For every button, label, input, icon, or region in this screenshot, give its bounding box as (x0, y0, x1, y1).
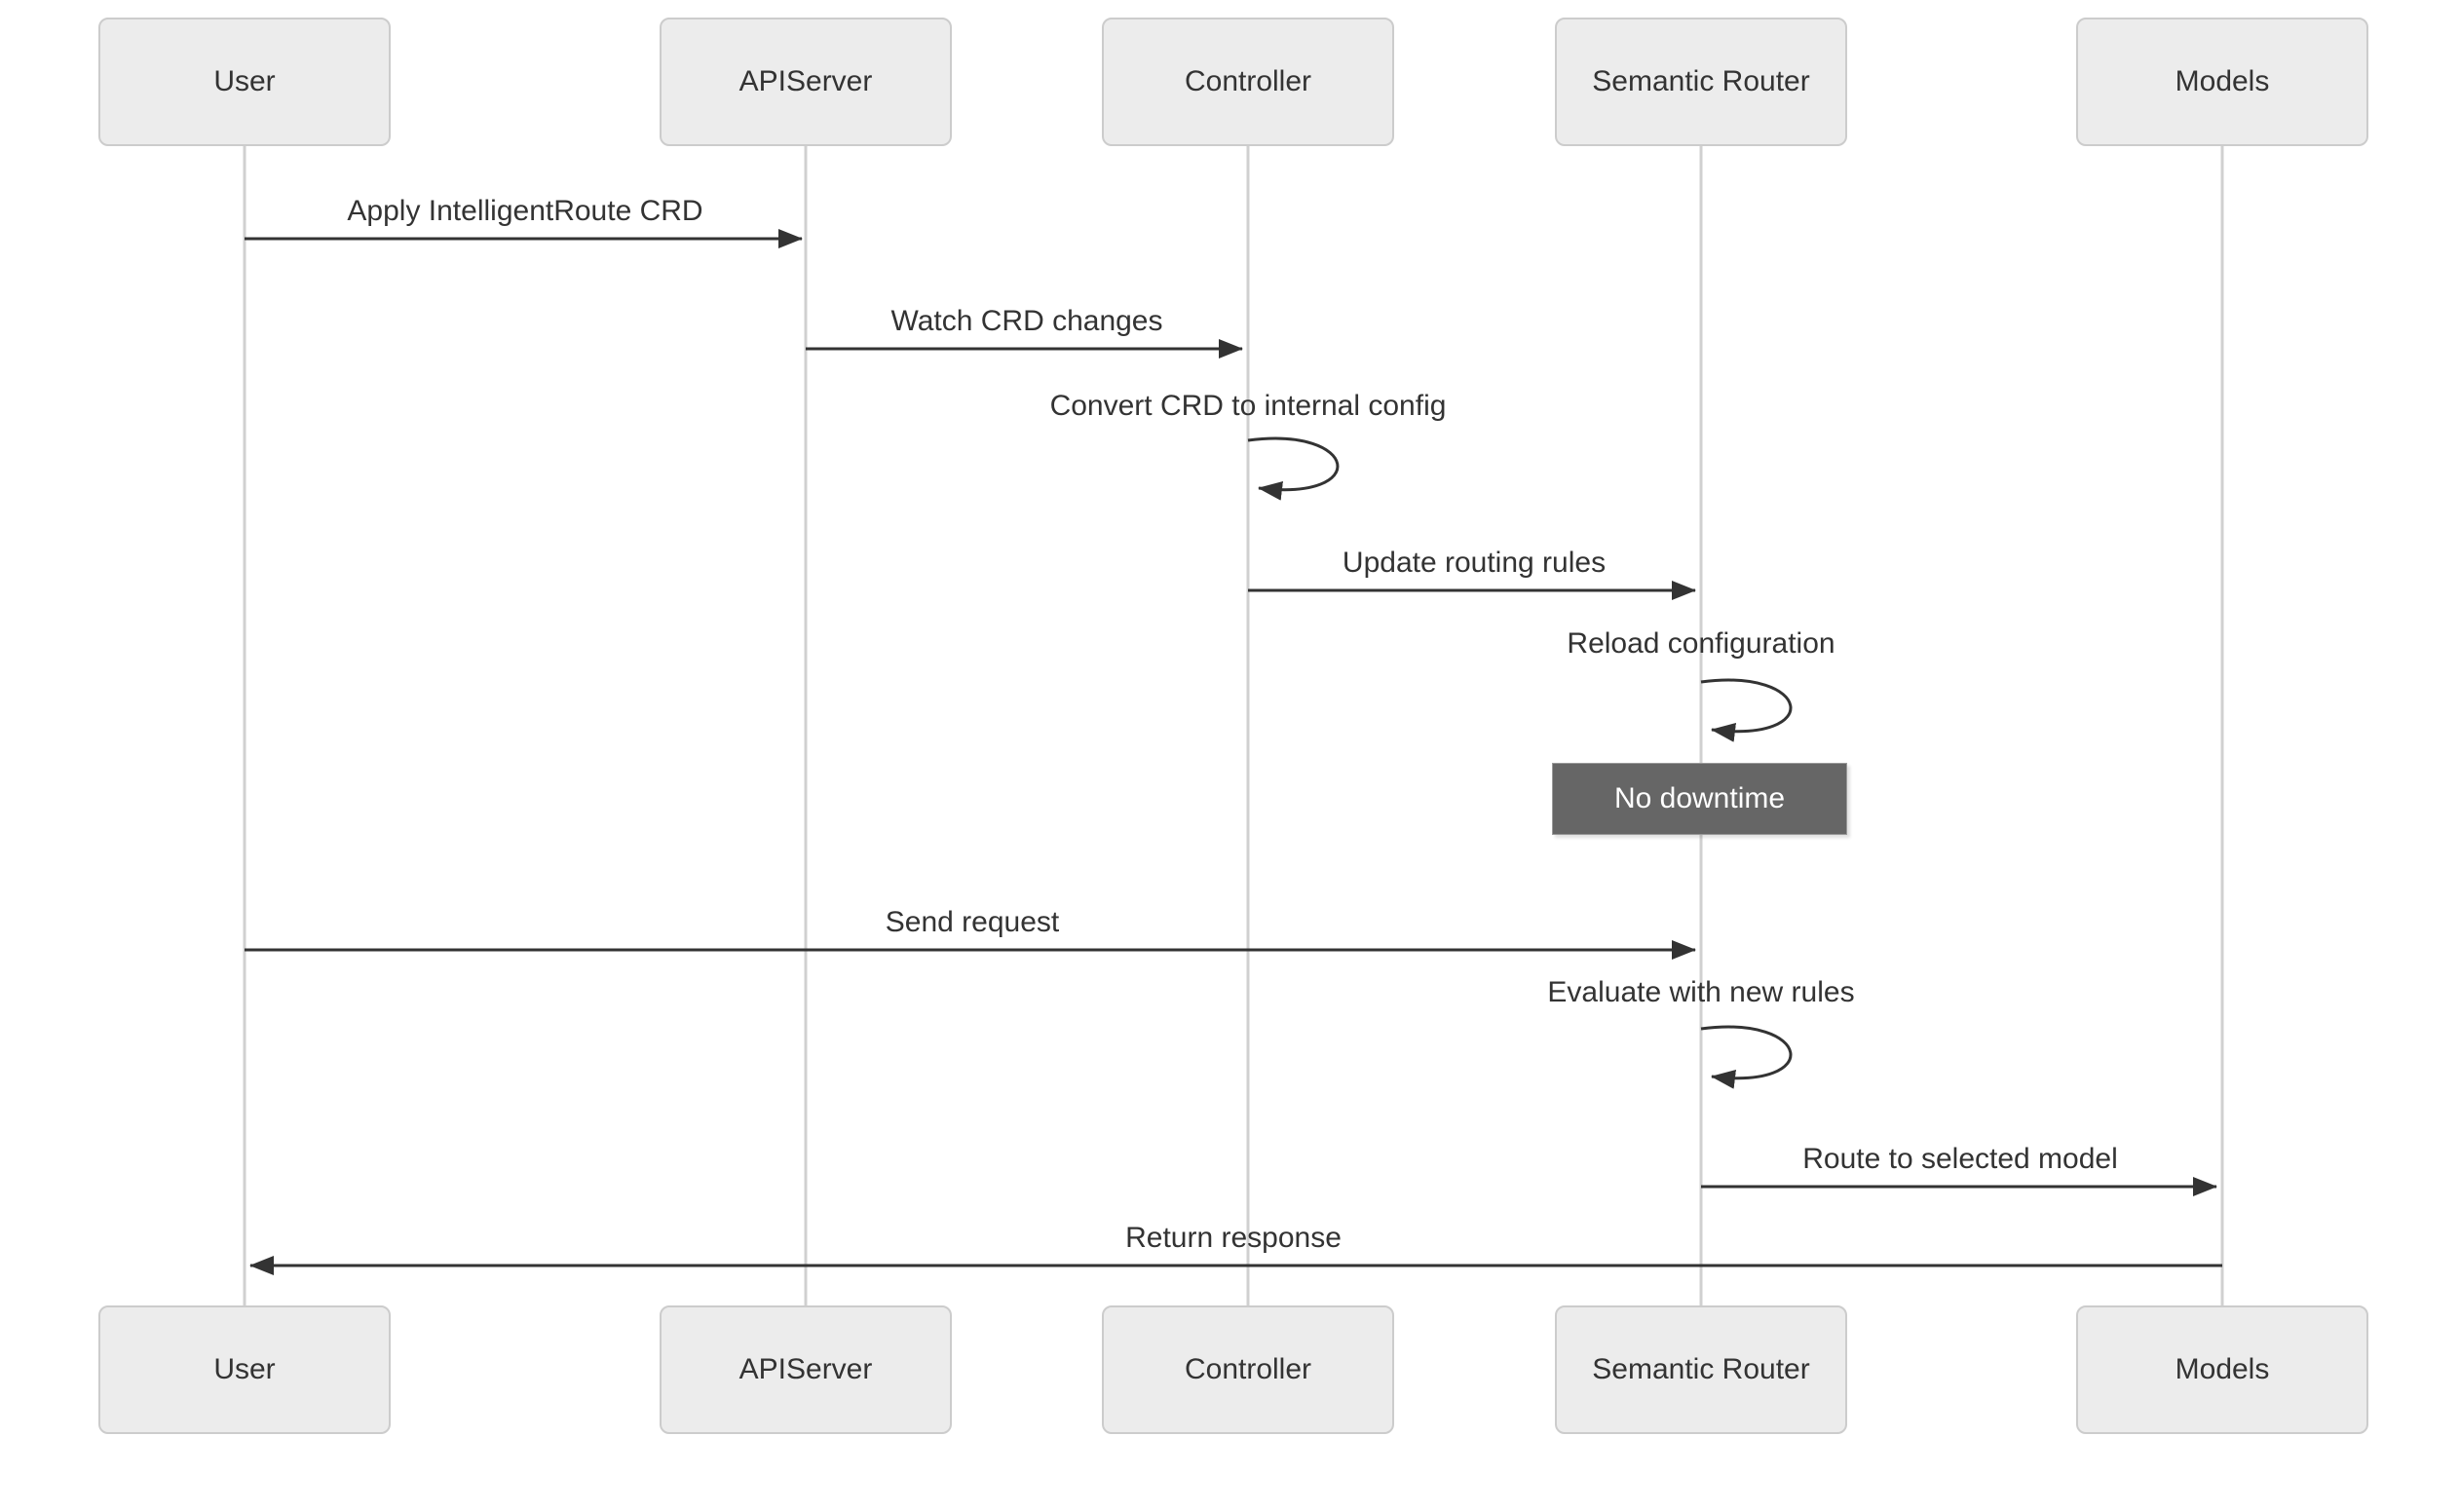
message-label-reload-configuration: Reload configuration (1567, 627, 1835, 660)
actor-label: User (213, 1353, 276, 1385)
actor-bottom-controller: Controller (1102, 1305, 1394, 1434)
actor-bottom-apiserver: APIServer (660, 1305, 952, 1434)
actor-label: Controller (1184, 65, 1312, 97)
message-label-convert-crd-to-internal-config: Convert CRD to internal config (1049, 390, 1447, 422)
actor-top-models: Models (2076, 18, 2368, 146)
self-loop-reload-configuration (1700, 678, 1793, 742)
actor-top-semantic-router: Semantic Router (1555, 18, 1847, 146)
message-label-update-routing-rules: Update routing rules (1342, 547, 1607, 579)
actor-label: Semantic Router (1592, 65, 1810, 97)
actor-label: APIServer (738, 1353, 873, 1385)
actor-label: Models (2175, 65, 2270, 97)
actor-bottom-models: Models (2076, 1305, 2368, 1434)
actor-top-controller: Controller (1102, 18, 1394, 146)
message-label-evaluate-with-new-rules: Evaluate with new rules (1547, 976, 1855, 1008)
actor-top-apiserver: APIServer (660, 18, 952, 146)
self-loop-evaluate-with-new-rules (1700, 1025, 1793, 1089)
message-label-watch-crd-changes: Watch CRD changes (890, 305, 1163, 337)
actor-label: User (213, 65, 276, 97)
actor-label: Controller (1184, 1353, 1312, 1385)
message-label-return-response: Return response (1125, 1222, 1342, 1254)
actor-top-user: User (98, 18, 391, 146)
actor-bottom-semantic-router: Semantic Router (1555, 1305, 1847, 1434)
actor-label: Semantic Router (1592, 1353, 1810, 1385)
message-label-send-request: Send request (885, 906, 1060, 938)
actor-bottom-user: User (98, 1305, 391, 1434)
self-loop-convert-crd-to-internal-config (1247, 436, 1340, 501)
message-label-route-to-selected-model: Route to selected model (1802, 1143, 2118, 1175)
note-text: No downtime (1613, 782, 1786, 814)
note-no-downtime: No downtime (1552, 763, 1847, 835)
actor-label: Models (2175, 1353, 2270, 1385)
message-label-apply-intelligentroute-crd: Apply IntelligentRoute CRD (347, 195, 703, 227)
actor-label: APIServer (738, 65, 873, 97)
